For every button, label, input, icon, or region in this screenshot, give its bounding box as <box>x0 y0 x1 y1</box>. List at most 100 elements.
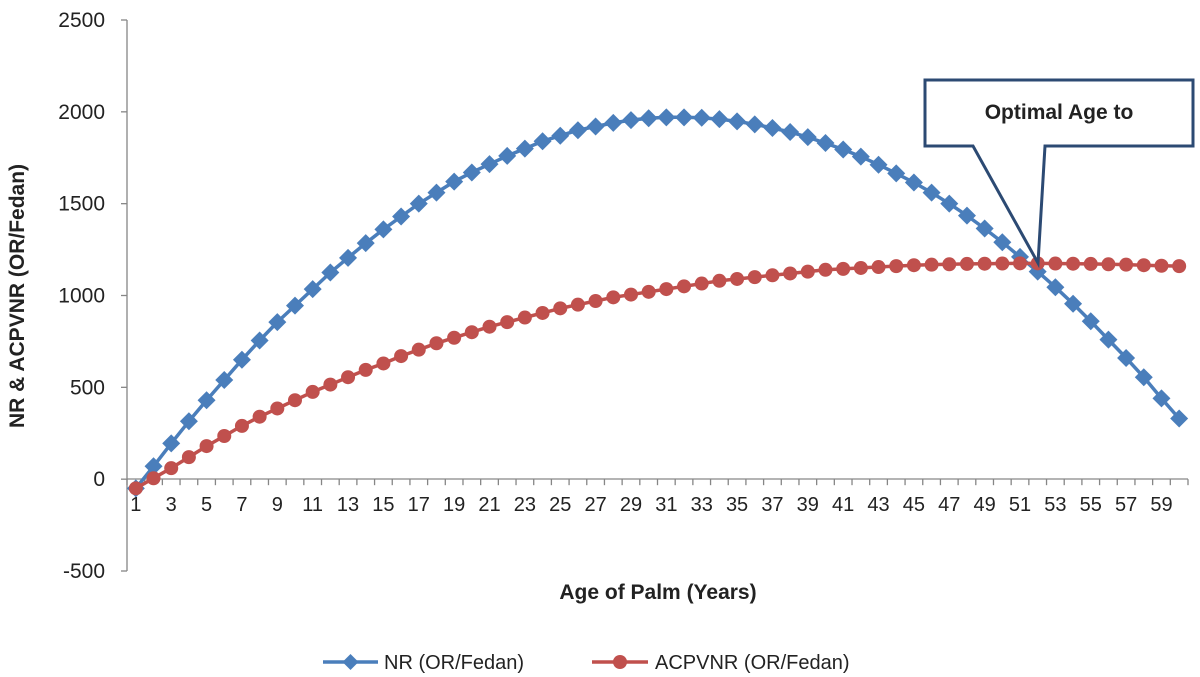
x-tick-label: 19 <box>443 494 465 516</box>
annotation-text: Optimal Age to <box>985 101 1134 124</box>
data-point-acpvnr <box>641 284 656 299</box>
data-point-acpvnr <box>889 259 904 274</box>
data-point-acpvnr <box>765 268 780 283</box>
data-point-acpvnr <box>959 256 974 271</box>
data-point-nr <box>144 457 163 476</box>
data-point-acpvnr <box>429 336 444 351</box>
data-point-nr <box>1064 294 1083 313</box>
x-tick-label: 13 <box>337 494 359 516</box>
data-point-acpvnr <box>1066 256 1081 271</box>
data-point-acpvnr <box>517 310 532 325</box>
data-point-nr <box>1134 368 1153 387</box>
data-point-acpvnr <box>747 270 762 285</box>
x-axis-title: Age of Palm (Years) <box>559 581 756 604</box>
data-point-acpvnr <box>411 342 426 357</box>
x-tick-label: 59 <box>1150 494 1172 516</box>
data-point-acpvnr <box>606 290 621 305</box>
data-point-nr <box>339 248 358 267</box>
x-tick-label: 1 <box>130 494 141 516</box>
data-point-acpvnr <box>977 256 992 271</box>
data-point-nr <box>922 183 941 202</box>
y-tick-label: 2500 <box>58 9 105 32</box>
x-tick-label: 43 <box>867 494 889 516</box>
data-point-acpvnr <box>358 362 373 377</box>
data-point-nr <box>621 111 640 130</box>
data-point-acpvnr <box>323 377 338 392</box>
data-point-acpvnr <box>234 418 249 433</box>
data-point-nr <box>515 139 534 158</box>
data-point-nr <box>232 350 251 369</box>
data-point-acpvnr <box>535 305 550 320</box>
data-point-nr <box>798 128 817 147</box>
y-axis: -500 0 500 1000 1500 2000 2500 <box>58 9 128 583</box>
data-point-acpvnr <box>588 294 603 309</box>
data-point-acpvnr <box>394 349 409 364</box>
data-point-nr <box>427 183 446 202</box>
x-tick-label: 17 <box>408 494 430 516</box>
legend-label-acpvnr: ACPVNR (OR/Fedan) <box>655 652 850 674</box>
data-point-nr <box>657 108 676 127</box>
data-point-nr <box>816 134 835 153</box>
data-point-nr <box>728 112 747 131</box>
y-tick-label: 2000 <box>58 101 105 124</box>
data-point-nr <box>498 146 517 165</box>
data-point-acpvnr <box>853 260 868 275</box>
data-point-acpvnr <box>1136 258 1151 273</box>
data-point-nr <box>409 194 428 213</box>
data-point-acpvnr <box>287 393 302 408</box>
data-point-nr <box>374 220 393 239</box>
x-tick-label: 47 <box>938 494 960 516</box>
data-point-acpvnr <box>1172 259 1187 274</box>
data-point-nr <box>887 164 906 183</box>
x-tick-label: 55 <box>1080 494 1102 516</box>
legend: NR (OR/Fedan) ACPVNR (OR/Fedan) <box>323 652 850 674</box>
data-point-nr <box>1170 409 1189 428</box>
data-point-acpvnr <box>482 319 497 334</box>
data-point-acpvnr <box>305 384 320 399</box>
y-tick-label: 500 <box>70 376 105 399</box>
callout-box <box>923 78 1195 269</box>
x-tick-label: 45 <box>903 494 925 516</box>
data-point-nr <box>551 126 570 145</box>
x-tick-label: 15 <box>372 494 394 516</box>
data-point-nr <box>568 121 587 140</box>
data-point-acpvnr <box>694 276 709 291</box>
x-tick-label: 25 <box>549 494 571 516</box>
data-point-acpvnr <box>906 258 921 273</box>
legend-label-nr: NR (OR/Fedan) <box>384 652 524 674</box>
data-point-acpvnr <box>1048 256 1063 271</box>
data-point-acpvnr <box>570 297 585 312</box>
data-point-acpvnr <box>871 260 886 275</box>
series-line-acpvnr <box>134 261 1180 490</box>
x-tick-label: 7 <box>236 494 247 516</box>
data-point-nr <box>250 331 269 350</box>
data-point-nr <box>940 194 959 213</box>
data-point-acpvnr <box>500 315 515 330</box>
data-point-acpvnr <box>164 461 179 476</box>
data-point-nr <box>834 140 853 159</box>
x-axis: 1 3 5 7 9 11 13 15 17 19 21 23 25 27 29 31 33 35 37 39 41 43 4… <box>126 478 1189 516</box>
data-point-nr <box>392 207 411 226</box>
legend-item-nr: NR (OR/Fedan) <box>323 652 524 674</box>
y-tick-label: 1000 <box>58 285 105 308</box>
data-point-acpvnr <box>146 471 161 486</box>
series-layer <box>126 108 1189 498</box>
x-tick-label: 33 <box>691 494 713 516</box>
data-point-acpvnr <box>783 266 798 281</box>
data-point-nr <box>162 434 181 453</box>
data-point-nr <box>745 115 764 134</box>
data-point-nr <box>1099 330 1118 349</box>
data-point-nr <box>692 108 711 127</box>
data-point-acpvnr <box>1013 256 1028 271</box>
y-tick-group: -500 0 500 1000 1500 2000 2500 <box>58 9 127 583</box>
x-tick-label: 23 <box>514 494 536 516</box>
data-point-nr <box>904 173 923 192</box>
data-point-nr <box>1117 348 1136 367</box>
data-point-acpvnr <box>836 261 851 276</box>
x-tick-label: 41 <box>832 494 854 516</box>
data-point-acpvnr <box>464 325 479 340</box>
data-point-nr <box>533 132 552 151</box>
data-point-nr <box>179 412 198 431</box>
data-point-nr <box>763 118 782 137</box>
